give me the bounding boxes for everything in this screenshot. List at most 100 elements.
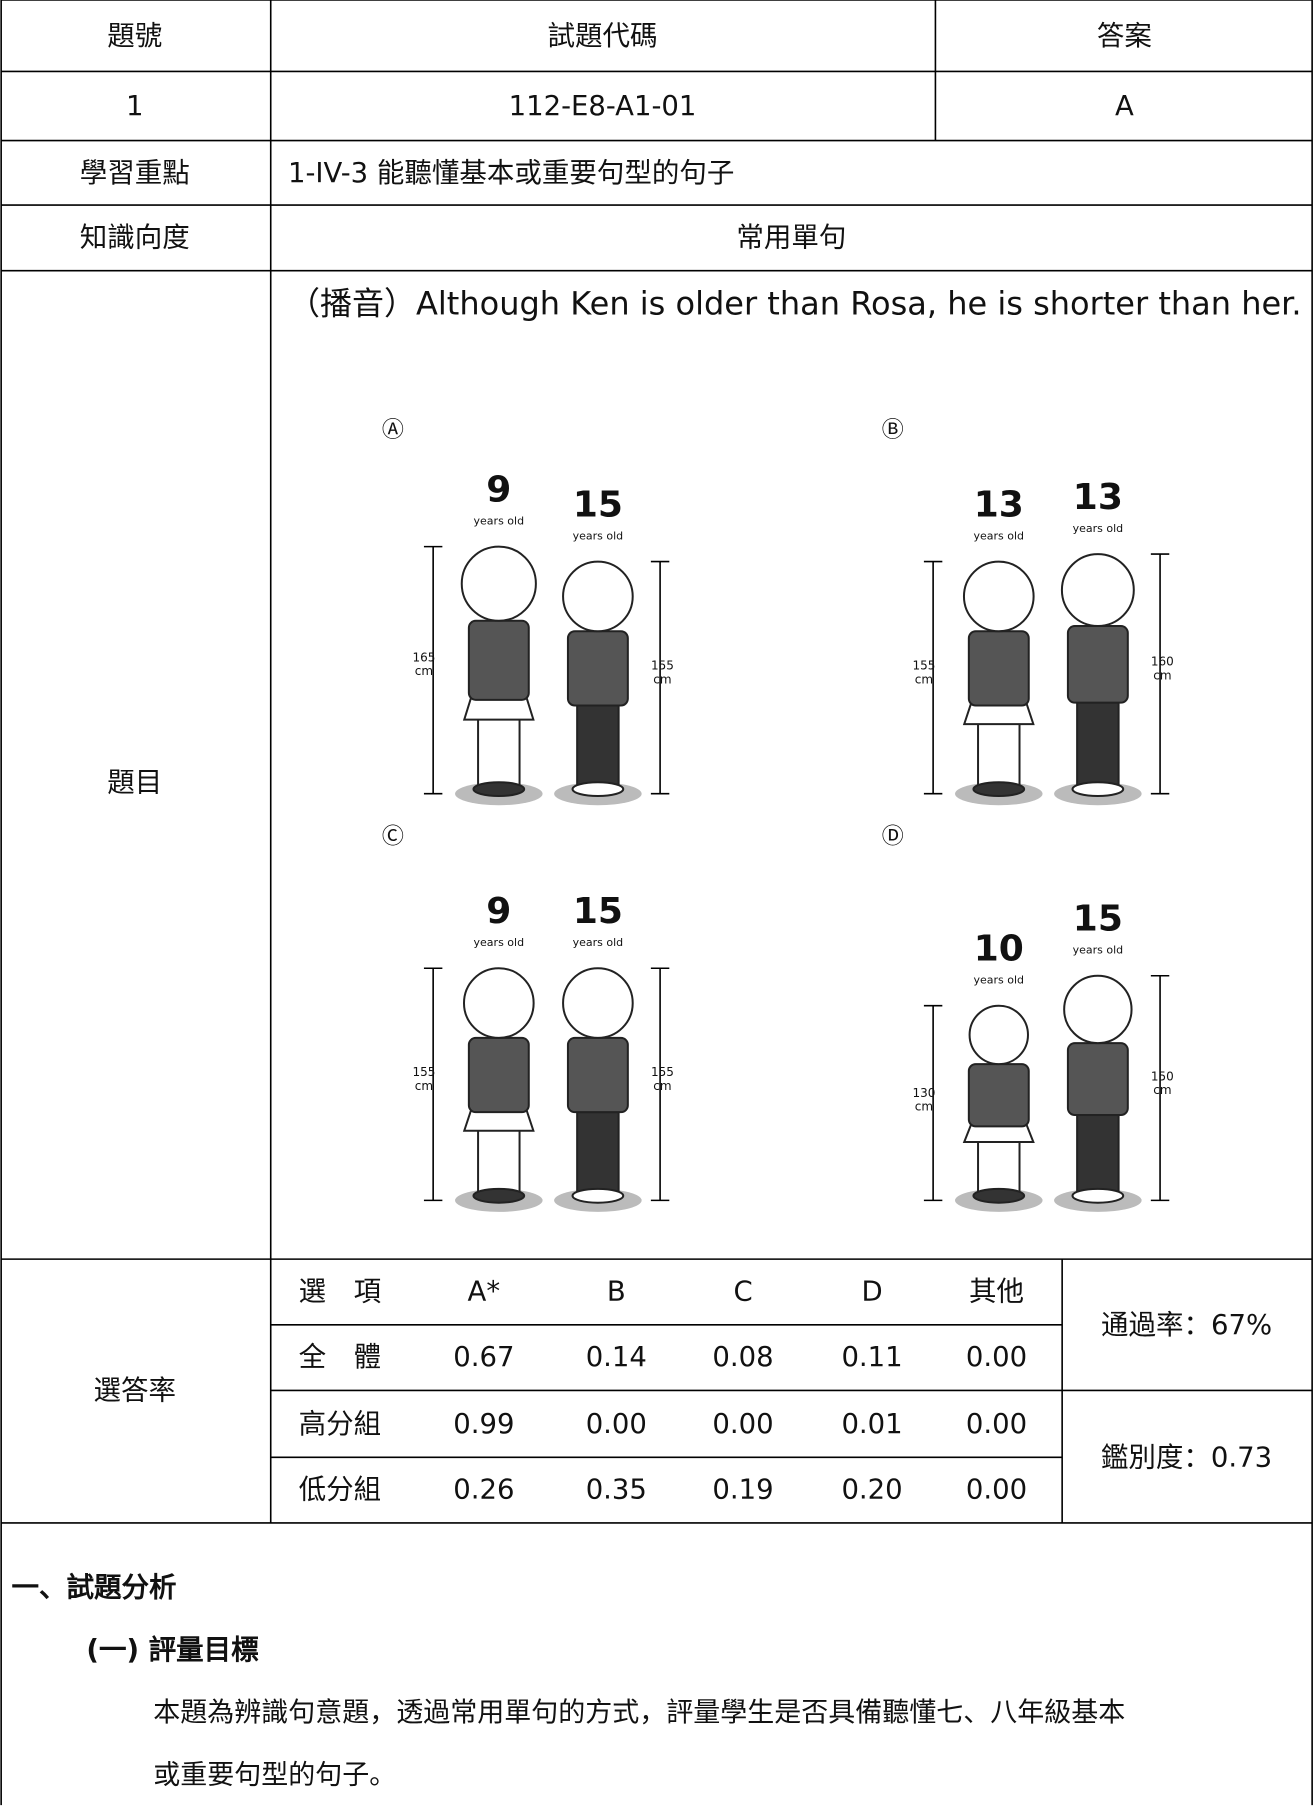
head: [460, 545, 537, 622]
shoes: [472, 781, 526, 798]
paragraph-line: 本題為辨識句意題，透過常用單句的方式，評量學生是否具備聽懂七、八年級基本: [153, 1698, 1125, 1729]
height-unit: cm: [915, 672, 933, 686]
section-heading: 一、試題分析: [12, 1572, 177, 1604]
legs: [1076, 1114, 1120, 1197]
stats-header: 選 項: [299, 1276, 382, 1308]
boy-figure: [554, 967, 642, 1212]
age-unit: years old: [974, 529, 1025, 542]
head: [1063, 974, 1133, 1045]
header-cell: 題號: [107, 20, 162, 52]
row-value: 1-IV-3 能聽懂基本或重要句型的句子: [288, 157, 734, 189]
legs: [576, 704, 620, 791]
shirt: [467, 619, 530, 701]
height-label: 150: [1151, 1069, 1174, 1083]
height-label: 155: [912, 659, 935, 673]
height-label: 165: [412, 650, 435, 664]
row-label: 知識向度: [80, 221, 190, 253]
height-unit: cm: [415, 1079, 433, 1093]
legs: [576, 1111, 620, 1197]
age-unit: years old: [1073, 943, 1124, 956]
table-cell: A: [1115, 90, 1134, 122]
age-label: 15: [1073, 898, 1123, 939]
height-label: 130: [912, 1086, 935, 1100]
head: [562, 967, 634, 1039]
height-label: 160: [1151, 654, 1174, 668]
stats-cell: 0.19: [712, 1474, 773, 1506]
age-unit: years old: [974, 973, 1025, 986]
shirt: [967, 1063, 1030, 1128]
age-label: 9: [486, 469, 511, 510]
height-unit: cm: [415, 664, 433, 678]
stats-cell: 0.01: [841, 1408, 902, 1440]
height-label: 155: [651, 659, 674, 673]
shirt: [1066, 624, 1129, 704]
paragraph-line: 或重要句型的句子。: [153, 1760, 396, 1791]
shirt: [566, 1036, 629, 1114]
pass-rate: 通過率：67%: [1101, 1309, 1272, 1341]
age-label: 15: [573, 484, 623, 525]
stats-cell: 低分組: [299, 1474, 382, 1506]
option-letter: Ⓒ: [382, 825, 404, 850]
age-unit: years old: [474, 936, 525, 949]
age-unit: years old: [573, 936, 624, 949]
header-cell: 試題代碼: [547, 20, 657, 52]
discrimination: 鑑別度：0.73: [1101, 1441, 1272, 1473]
shoes: [972, 1187, 1026, 1204]
shoes: [1071, 781, 1125, 798]
age-label: 13: [1073, 477, 1123, 518]
stats-header: D: [861, 1276, 882, 1308]
age-unit: years old: [474, 514, 525, 527]
stats-cell: 0.00: [966, 1341, 1027, 1373]
age-unit: years old: [1073, 522, 1124, 535]
height-unit: cm: [1153, 668, 1171, 682]
header-cell: 答案: [1097, 20, 1152, 52]
option-letter: Ⓑ: [882, 418, 904, 443]
shirt: [467, 1036, 530, 1114]
height-label: 155: [412, 1065, 435, 1079]
height-unit: cm: [653, 672, 671, 686]
height-unit: cm: [1153, 1083, 1171, 1097]
stats-cell: 0.00: [586, 1408, 647, 1440]
height-unit: cm: [653, 1079, 671, 1093]
legs: [1076, 701, 1120, 790]
head: [462, 967, 535, 1039]
stats-cell: 0.26: [453, 1474, 514, 1506]
stats-cell: 0.14: [586, 1341, 647, 1373]
stats-cell: 全 體: [299, 1341, 382, 1373]
row-label: 題目: [107, 766, 162, 798]
shoes: [571, 1187, 625, 1204]
age-label: 10: [974, 928, 1024, 969]
boy-figure: [554, 560, 642, 806]
stats-cell: 0.08: [712, 1341, 773, 1373]
height-label: 155: [651, 1065, 674, 1079]
option-letter: Ⓓ: [882, 825, 904, 850]
section-subheading: (一) 評量目標: [86, 1634, 259, 1666]
stats-cell: 0.11: [841, 1341, 902, 1373]
question-prompt: （播音）Although Ken is older than Rosa, he …: [288, 284, 1302, 322]
head: [1060, 553, 1135, 627]
option-letter: Ⓐ: [382, 418, 404, 443]
shirt: [1066, 1042, 1129, 1117]
stats-cell: 0.99: [453, 1408, 514, 1440]
shirt: [967, 630, 1030, 707]
girl-figure: [455, 967, 543, 1212]
stats-cell: 0.00: [712, 1408, 773, 1440]
row-value: 常用單句: [736, 221, 846, 253]
stats-cell: 0.00: [966, 1474, 1027, 1506]
height-unit: cm: [915, 1100, 933, 1114]
row-label: 學習重點: [80, 157, 190, 189]
stats-cell: 0.35: [586, 1474, 647, 1506]
stats-header: 其他: [969, 1276, 1024, 1308]
stats-header: B: [607, 1276, 626, 1308]
head: [968, 1004, 1029, 1066]
shoes: [571, 781, 625, 798]
stats-header: A*: [468, 1276, 501, 1308]
stats-header: C: [733, 1276, 752, 1308]
head: [962, 560, 1035, 633]
girl-figure: [455, 545, 543, 806]
age-label: 9: [486, 891, 511, 932]
boy-figure: [1054, 553, 1142, 806]
shoes: [472, 1187, 526, 1204]
